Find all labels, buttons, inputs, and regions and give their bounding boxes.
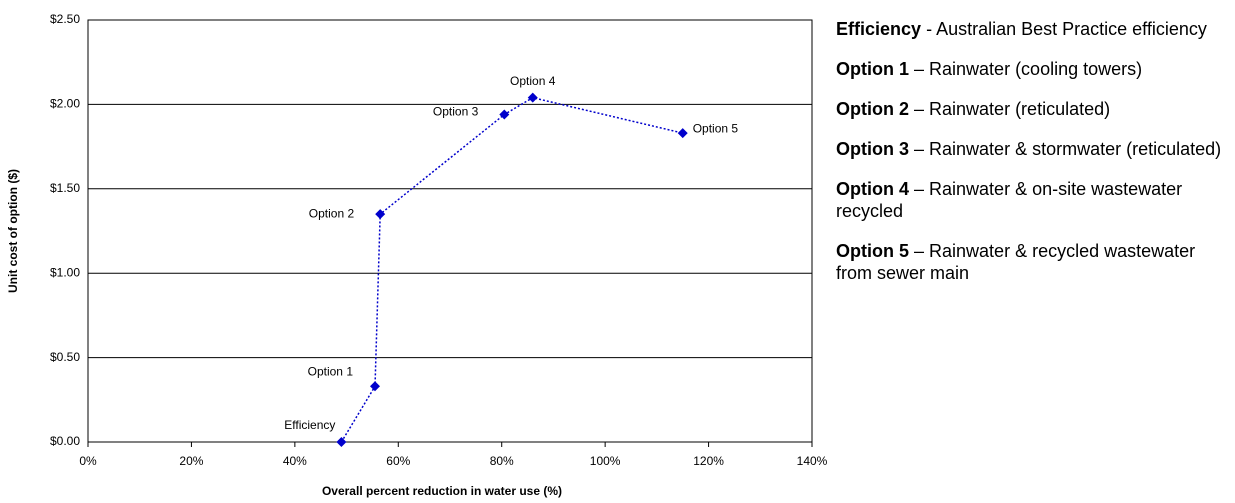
x-tick-label: 100% (590, 454, 621, 468)
point-label: Option 1 (308, 364, 354, 378)
note-term: Option 4 (836, 179, 909, 199)
y-tick-label: $1.00 (50, 265, 80, 279)
note-term: Option 1 (836, 59, 909, 79)
note: Efficiency - Australian Best Practice ef… (836, 18, 1232, 40)
note-text: – Rainwater & recycled wastewater from s… (836, 241, 1196, 283)
data-point (336, 437, 347, 447)
note-term: Option 3 (836, 139, 909, 159)
point-label: Option 3 (433, 105, 479, 119)
x-axis-title: Overall percent reduction in water use (… (322, 484, 562, 498)
x-tick-label: 0% (79, 454, 97, 468)
note: Option 3 – Rainwater & stormwater (retic… (836, 138, 1232, 160)
note-text: - Australian Best Practice efficiency (926, 19, 1207, 39)
y-tick-label: $1.50 (50, 181, 80, 195)
chart: Overall percent reduction in water use (… (6, 12, 828, 498)
point-label: Option 5 (693, 121, 739, 135)
note-text: – Rainwater (cooling towers) (914, 59, 1143, 79)
note: Option 5 – Rainwater & recycled wastewat… (836, 240, 1232, 284)
note-term: Option 2 (836, 99, 909, 119)
data-point (370, 381, 381, 392)
y-tick-label: $0.50 (50, 350, 80, 364)
data-point (677, 128, 688, 139)
point-label: Option 2 (309, 206, 355, 220)
x-tick-label: 140% (797, 454, 828, 468)
data-point (527, 92, 538, 103)
x-tick-label: 40% (283, 454, 307, 468)
note-term: Efficiency (836, 19, 922, 39)
note-term: Option 5 (836, 241, 909, 261)
point-label: Option 4 (510, 74, 556, 88)
connector-line (340, 96, 683, 443)
y-tick-label: $0.00 (50, 434, 80, 448)
plot-area (87, 19, 813, 443)
x-tick-label: 80% (490, 454, 514, 468)
y-tick-label: $2.00 (50, 97, 80, 111)
data-point (375, 209, 386, 220)
note: Option 1 – Rainwater (cooling towers) (836, 58, 1232, 80)
x-tick-label: 120% (693, 454, 724, 468)
note-text: – Rainwater & stormwater (reticulated) (914, 139, 1222, 159)
data-point (499, 109, 510, 120)
notes: Efficiency - Australian Best Practice ef… (836, 18, 1232, 302)
x-tick-label: 60% (386, 454, 410, 468)
point-label: Efficiency (284, 418, 335, 432)
note: Option 2 – Rainwater (reticulated) (836, 98, 1232, 120)
y-axis-title: Unit cost of option ($) (6, 169, 20, 293)
note-text: – Rainwater (reticulated) (914, 99, 1111, 119)
y-tick-label: $2.50 (50, 12, 80, 26)
note-text: – Rainwater & on-site wastewater recycle… (836, 179, 1183, 221)
x-tick-label: 20% (179, 454, 203, 468)
note: Option 4 – Rainwater & on-site wastewate… (836, 178, 1232, 222)
